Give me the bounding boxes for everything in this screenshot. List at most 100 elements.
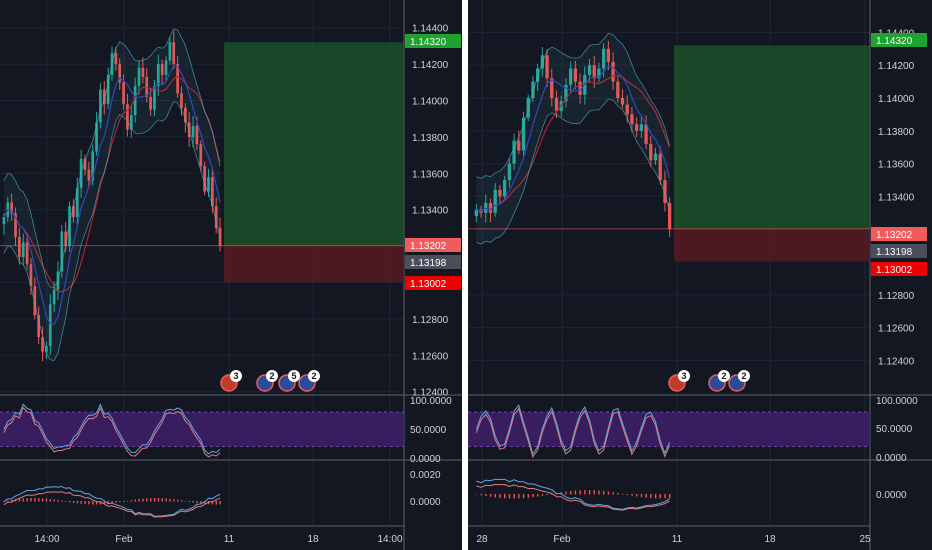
macd-histogram-bar	[645, 494, 647, 498]
candle-body	[48, 304, 52, 347]
macd-histogram-bar	[173, 499, 175, 502]
macd-histogram-bar	[41, 498, 44, 502]
chart-panel-right: 1.144001.142001.140001.138001.136001.134…	[468, 0, 932, 550]
entry-price-tag-label: 1.13202	[410, 241, 447, 252]
candle-body	[601, 48, 606, 69]
stop-loss-tag-label: 1.13002	[410, 279, 447, 290]
candle-body	[568, 68, 573, 85]
price-tick-label: 1.13600	[878, 160, 915, 171]
candle-body	[474, 209, 479, 217]
candle-body	[33, 286, 37, 316]
macd-histogram-bar	[584, 490, 586, 495]
macd-histogram-bar	[138, 499, 140, 502]
macd-line	[3, 486, 221, 517]
candle-body	[10, 202, 13, 214]
macd-histogram-bar	[92, 501, 94, 505]
time-tick-label: 25	[859, 534, 871, 545]
candle-body	[616, 81, 620, 98]
candle-body	[502, 180, 507, 197]
candle-body	[68, 206, 71, 247]
macd-histogram-bar	[537, 494, 539, 497]
macd-histogram-bar	[631, 494, 633, 496]
candle-body	[72, 206, 75, 217]
macd-histogram-bar	[494, 494, 497, 498]
bollinger-band-fill	[3, 28, 221, 361]
candle-body	[137, 67, 141, 86]
candle-body	[183, 107, 187, 123]
loss-zone	[674, 228, 870, 262]
price-tick-label: 1.14200	[412, 60, 449, 71]
macd-histogram-bar	[111, 501, 113, 504]
macd-histogram-bar	[513, 494, 515, 499]
macd-histogram-bar	[149, 498, 152, 502]
macd-histogram-bar	[103, 501, 106, 505]
macd-histogram-bar	[211, 501, 214, 505]
event-count: 3	[233, 371, 238, 381]
candle-body	[41, 337, 44, 352]
candle-body	[564, 84, 568, 102]
macd-histogram-bar	[68, 501, 71, 503]
take-profit-tag	[405, 34, 461, 48]
candle-body	[644, 124, 648, 144]
candle-body	[91, 151, 95, 181]
macd-histogram-bar	[196, 501, 198, 504]
macd-histogram-bar	[588, 490, 591, 495]
candle-body	[122, 82, 125, 105]
event-count-bubble	[266, 370, 278, 382]
candle-body	[95, 122, 98, 152]
candle-body	[83, 158, 87, 170]
candle-body	[597, 68, 601, 79]
loss-zone	[224, 245, 404, 283]
macd-histogram-bar	[504, 494, 506, 499]
candle-body	[168, 42, 172, 61]
macd-histogram-bar	[188, 501, 190, 503]
price-tick-label: 1.14000	[412, 97, 449, 108]
candle-body	[64, 231, 68, 247]
candle-body	[606, 48, 611, 62]
macd-histogram-bar	[207, 501, 210, 505]
macd-histogram-bar	[532, 494, 534, 498]
candle-body	[611, 61, 615, 82]
candle-body	[25, 242, 29, 265]
macd-histogram-bar	[157, 498, 160, 502]
candle-body	[14, 213, 17, 237]
macd-tick-label: 0.0000	[876, 490, 907, 501]
event-count-bubble	[678, 370, 690, 382]
macd-histogram-bar	[95, 501, 98, 505]
oscillator-d-line	[475, 407, 671, 459]
macd-histogram-bar	[72, 501, 75, 503]
price-tick-label: 1.12400	[878, 356, 915, 367]
current-price-tag-label: 1.13198	[410, 258, 447, 269]
time-tick-label: 14:00	[377, 534, 402, 545]
stop-loss-tag	[871, 262, 927, 276]
macd-histogram-bar	[14, 499, 17, 502]
price-tick-label: 1.13600	[412, 169, 449, 180]
bollinger-band-fill	[476, 33, 670, 244]
candle-body	[45, 346, 48, 352]
stop-loss-tag	[405, 276, 461, 290]
macd-histogram-bar	[65, 501, 67, 502]
candle-body	[18, 237, 21, 258]
macd-tick-label: 0.0020	[410, 470, 441, 481]
candle-body	[498, 189, 502, 197]
bollinger-lower	[3, 101, 221, 361]
oscillator-band	[468, 412, 870, 447]
candle-body	[2, 216, 6, 225]
oscillator-tick-label: 50.0000	[410, 425, 447, 436]
macd-histogram-bar	[475, 494, 478, 495]
macd-histogram-bar	[184, 500, 187, 502]
macd-histogram-bar	[38, 498, 40, 502]
candle-body	[160, 64, 164, 76]
candle-body	[75, 187, 79, 217]
candle-body	[630, 114, 634, 125]
candle-body	[21, 242, 25, 258]
time-tick-label: 11	[224, 534, 235, 545]
bollinger-upper	[476, 33, 670, 179]
event-count-bubble	[230, 370, 242, 382]
macd-histogram-bar	[626, 494, 629, 495]
candle-body	[658, 153, 662, 180]
macd-histogram-bar	[122, 501, 125, 502]
macd-histogram-bar	[617, 492, 619, 495]
